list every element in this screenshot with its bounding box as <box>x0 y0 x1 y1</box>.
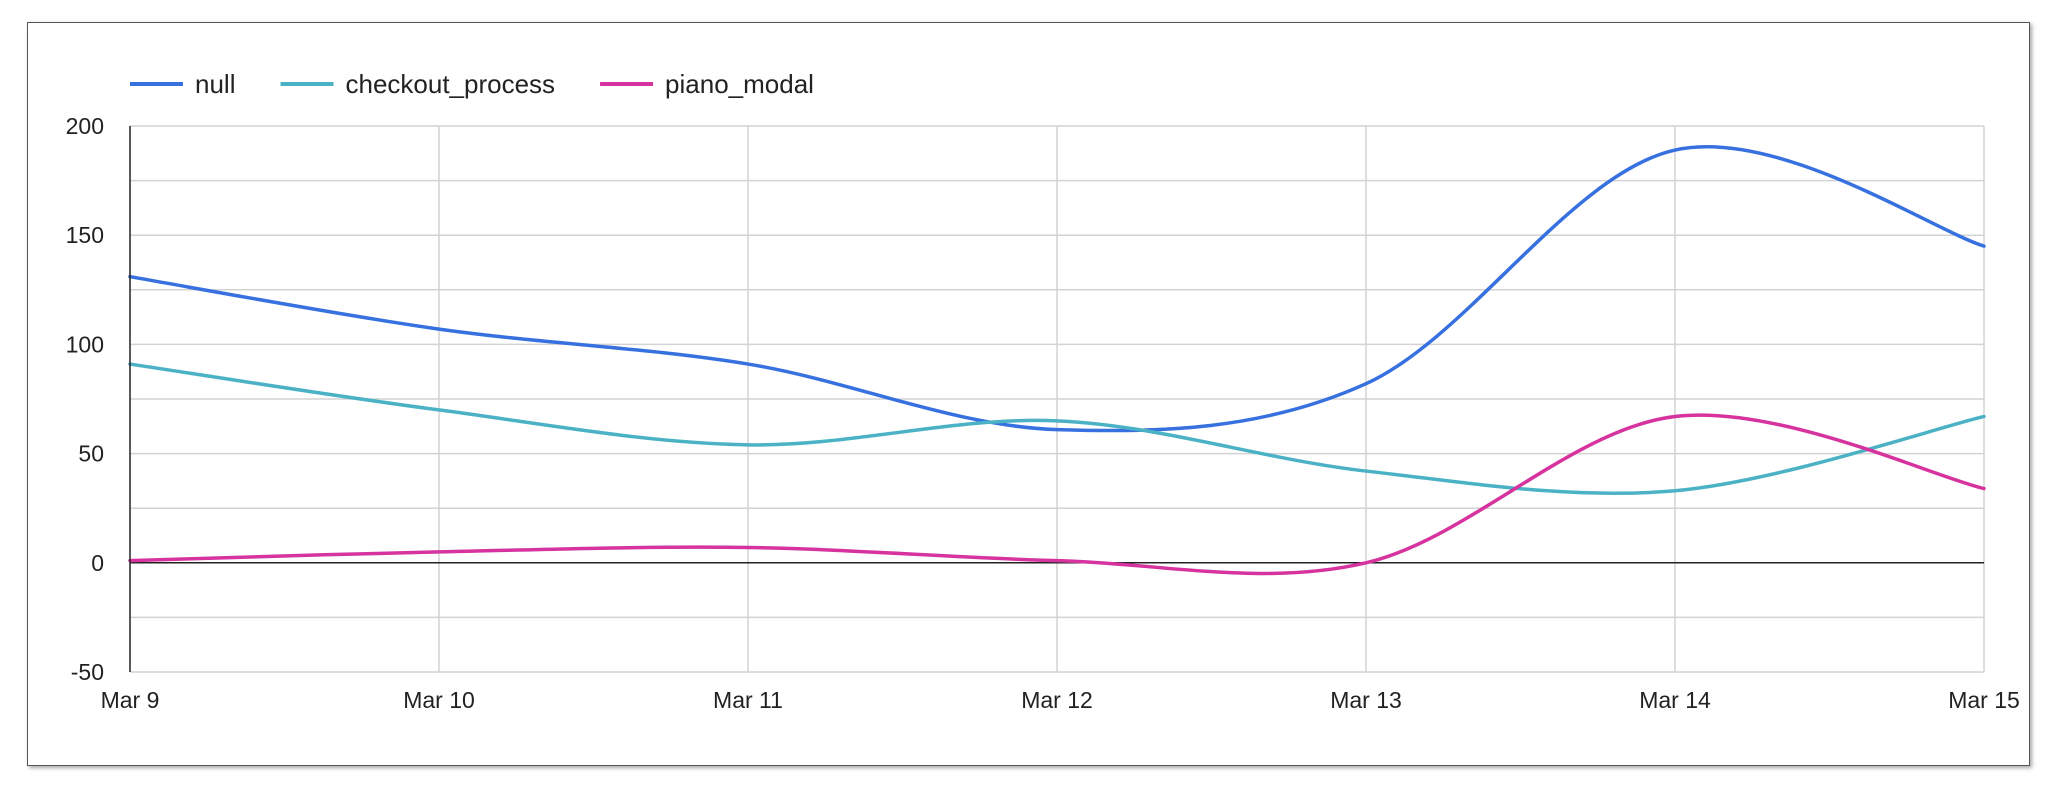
legend-item-piano-modal[interactable]: piano_modal <box>600 69 814 99</box>
series-line-null[interactable] <box>128 144 1986 433</box>
y-tick-label: 100 <box>66 331 104 357</box>
legend-label: checkout_process <box>345 69 555 99</box>
legend: null checkout_process piano_modal <box>130 69 814 99</box>
y-tick-labels: 200 150 100 50 0 -50 <box>66 113 104 685</box>
x-tick-labels: Mar 9 Mar 10 Mar 11 Mar 12 Mar 13 Mar 14 Mar 1… <box>101 687 2020 713</box>
y-tick-label: 150 <box>66 222 104 248</box>
x-tick-label: Mar 13 <box>1330 687 1402 713</box>
x-tick-label: Mar 10 <box>403 687 475 713</box>
y-tick-label: -50 <box>71 659 104 685</box>
chart-panel: 200 150 100 50 0 -50 Mar 9 Mar 10 Mar 11 Mar 12 M… <box>27 22 2030 766</box>
x-tick-label: Mar 9 <box>101 687 160 713</box>
legend-label: piano_modal <box>665 69 814 99</box>
x-tick-label: Mar 15 <box>1948 687 2020 713</box>
x-tick-label: Mar 14 <box>1639 687 1711 713</box>
y-tick-label: 0 <box>91 550 104 576</box>
y-tick-label: 50 <box>78 441 104 467</box>
x-tick-label: Mar 12 <box>1021 687 1093 713</box>
legend-item-null[interactable]: null <box>130 69 235 99</box>
legend-label: null <box>195 69 235 99</box>
legend-item-checkout-process[interactable]: checkout_process <box>280 69 555 99</box>
series-lines <box>128 144 1986 576</box>
x-tick-label: Mar 11 <box>713 687 783 713</box>
series-line-piano-modal[interactable] <box>128 413 1986 576</box>
series-line-checkout-process[interactable] <box>128 362 1986 496</box>
gridlines <box>130 125 1985 673</box>
y-tick-label: 200 <box>66 113 104 139</box>
